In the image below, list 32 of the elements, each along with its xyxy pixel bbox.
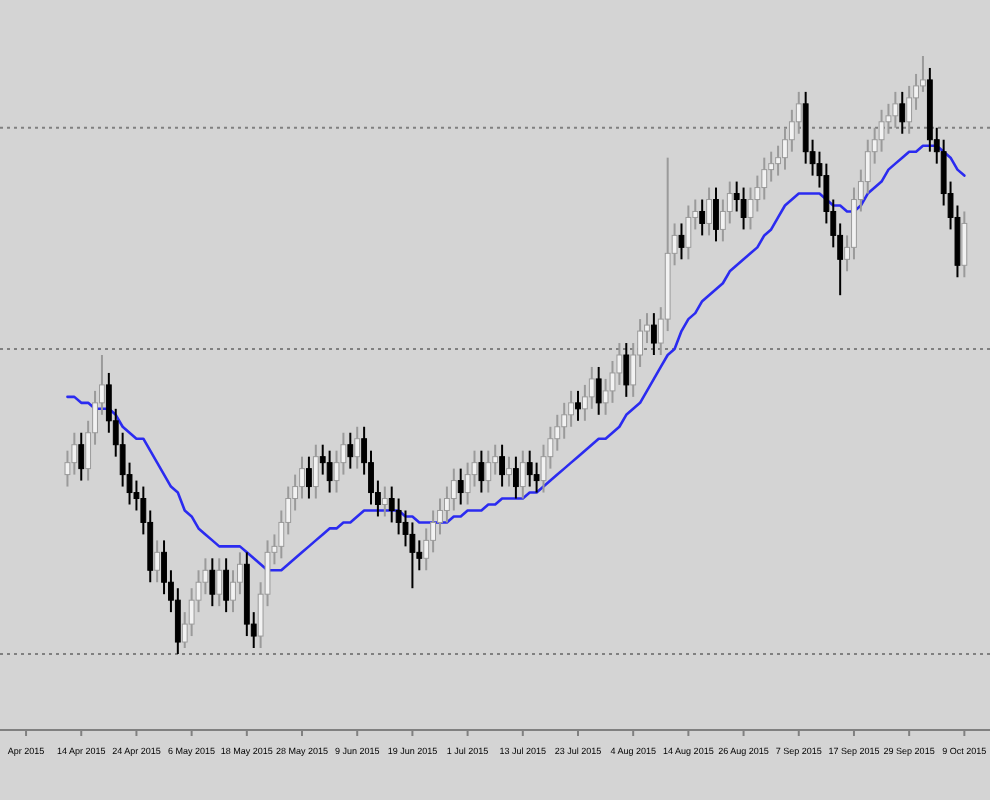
candlestick [499,443,506,488]
candlestick [478,449,485,494]
candlestick [485,449,492,494]
candlestick [699,198,706,237]
candlestick [892,90,899,129]
candlestick [347,431,354,470]
candlestick [512,455,519,500]
candlestick [223,557,230,614]
candlestick [154,539,161,584]
candlestick [678,222,685,261]
candlestick [685,204,692,261]
candlestick [961,210,968,279]
candlestick [575,389,581,422]
candlestick [526,449,533,488]
candlestick [381,485,388,518]
candlestick [713,186,719,243]
candlestick [595,365,602,416]
candlestick [623,342,630,398]
candlestick [506,455,512,488]
candlestick [216,557,223,608]
candlestick [78,431,85,482]
candlestick [650,312,657,356]
candlestick [306,455,312,500]
candlestick [326,449,333,494]
candlestick [209,557,216,608]
candlestick [706,186,712,237]
candlestick [354,425,361,470]
candlestick [312,443,319,500]
candlestick [899,90,906,135]
candlestick [457,467,464,506]
candlestick [519,449,526,500]
candlestick [740,186,747,231]
